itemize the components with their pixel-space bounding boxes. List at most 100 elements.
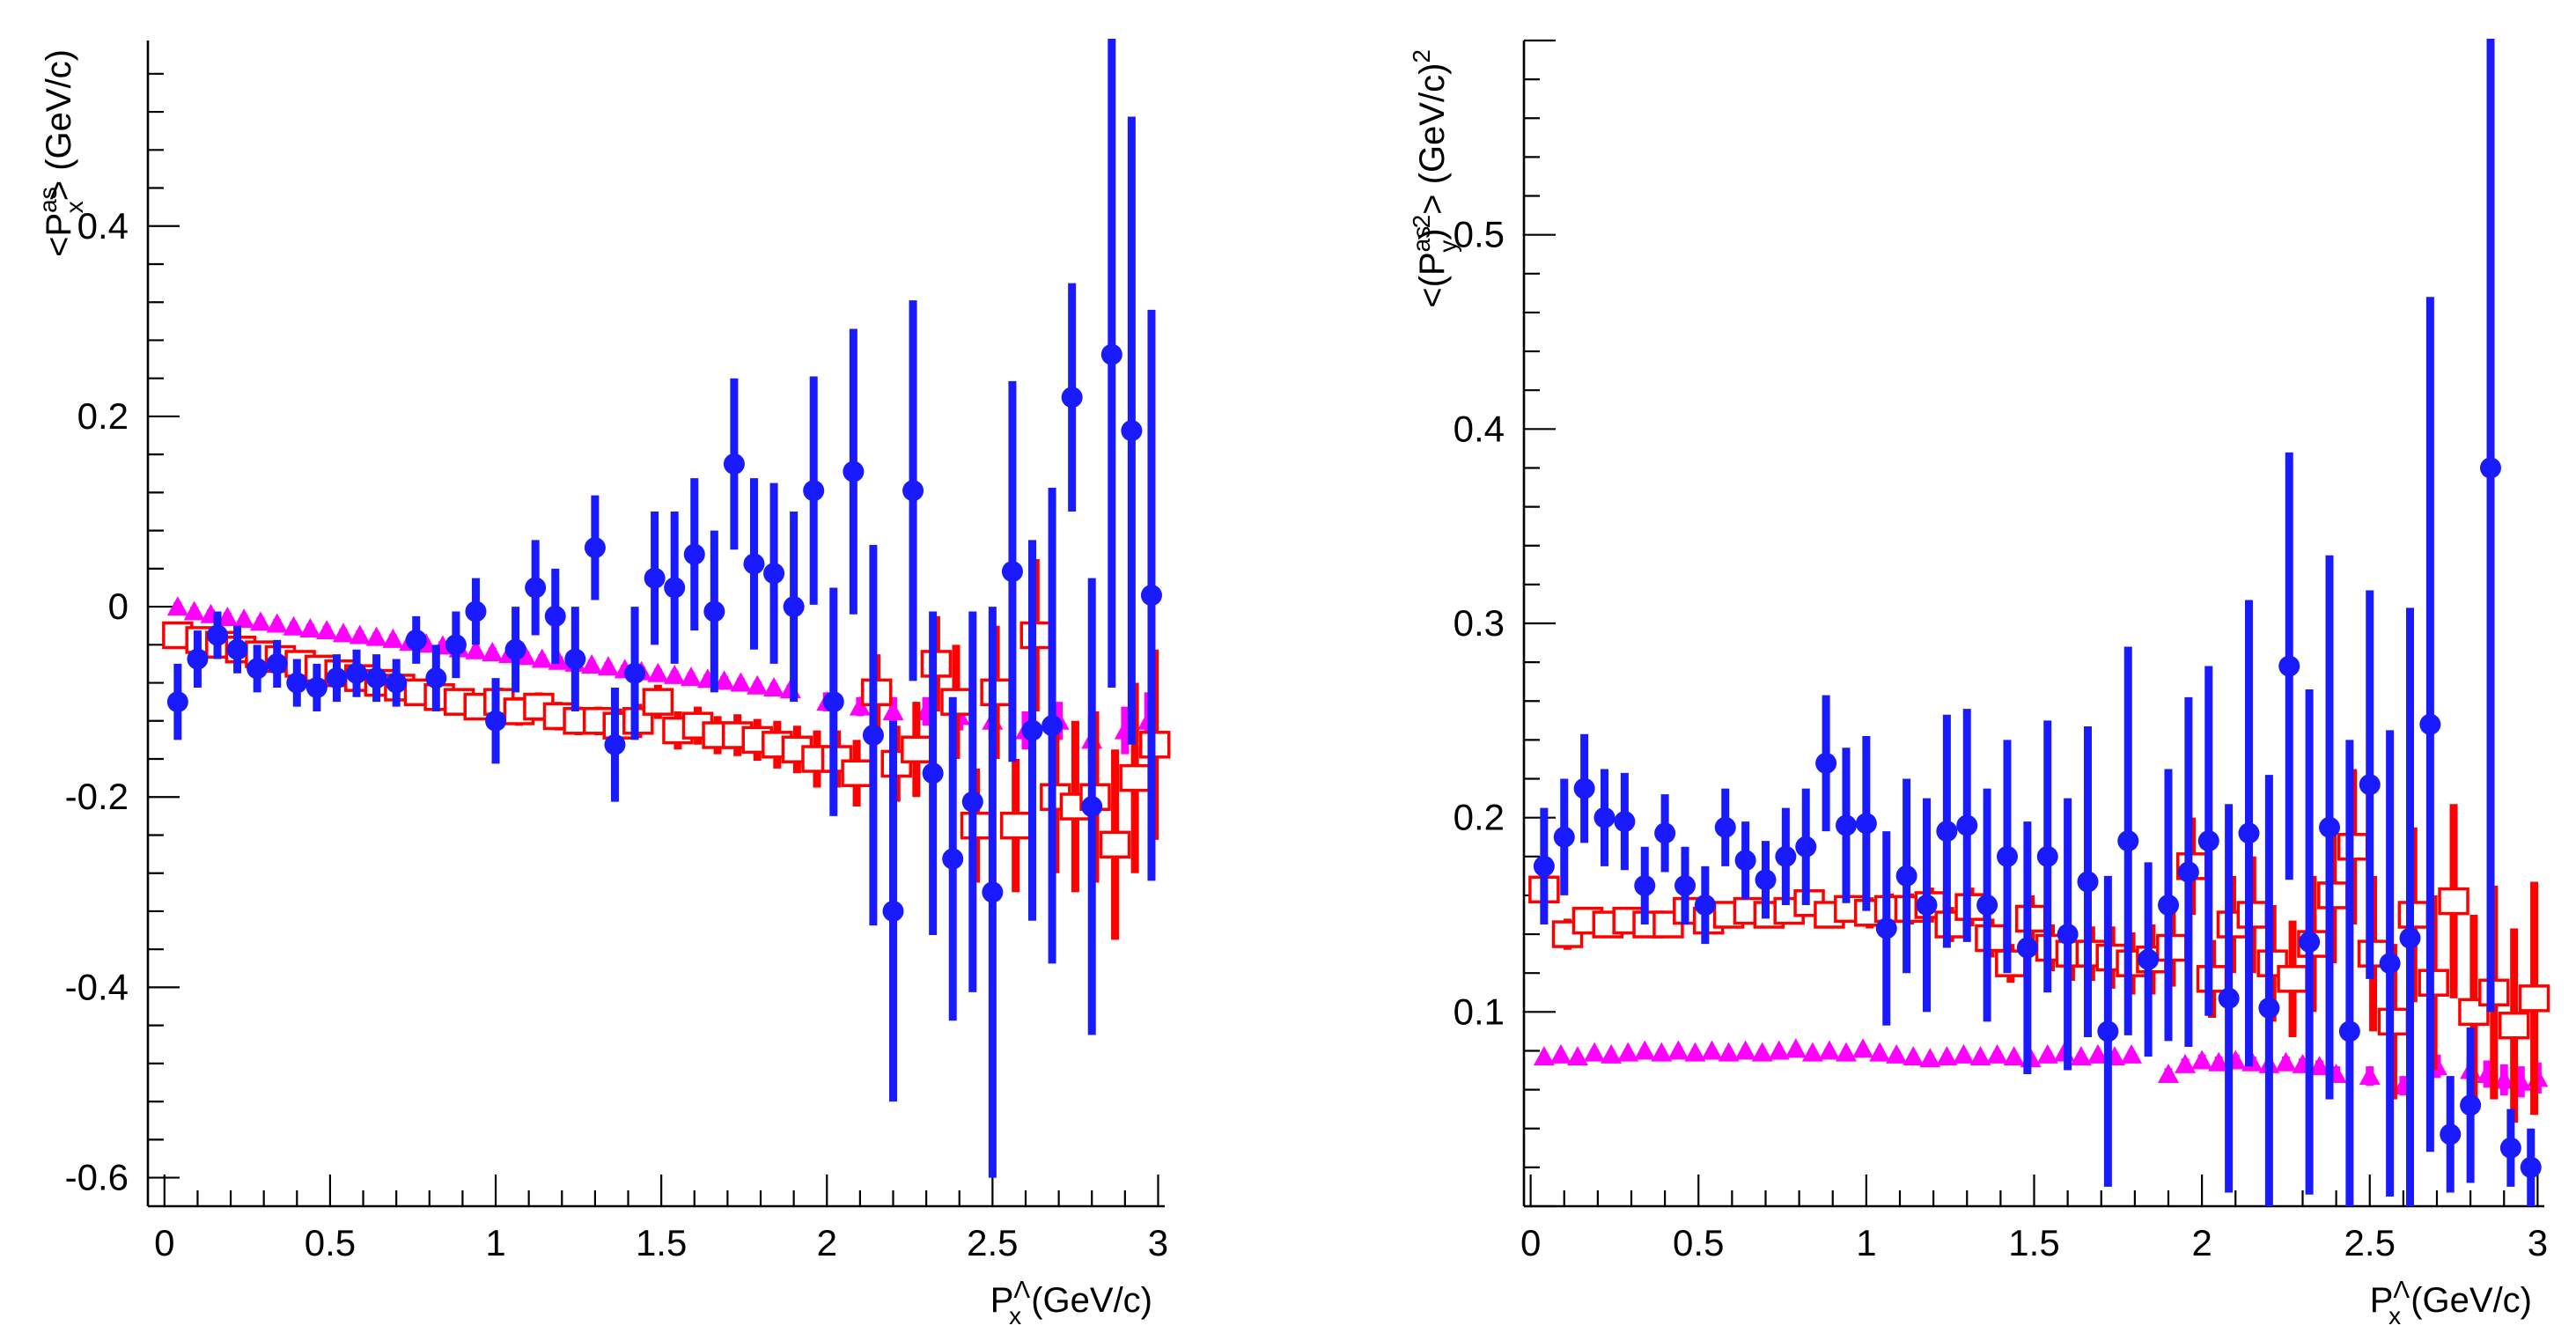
data-point xyxy=(1795,836,1817,858)
data-point xyxy=(961,791,983,813)
data-point xyxy=(1654,822,1676,844)
data-point xyxy=(2138,948,2160,970)
data-point xyxy=(2399,927,2421,949)
data-point xyxy=(1674,874,1696,896)
data-point xyxy=(2258,997,2280,1019)
x-tick-label: 0.5 xyxy=(305,1222,356,1263)
data-point xyxy=(2175,1053,2197,1073)
data-point xyxy=(1997,845,2018,867)
data-point xyxy=(1684,1042,1706,1062)
x-tick-label: 0.5 xyxy=(1673,1222,1724,1263)
data-point xyxy=(2493,1069,2515,1089)
data-point xyxy=(2419,713,2441,735)
data-point xyxy=(1584,1042,1606,1062)
data-point xyxy=(644,567,666,589)
data-point xyxy=(1875,917,1897,939)
data-point xyxy=(346,662,368,684)
data-point xyxy=(1667,1040,1689,1060)
x-tick-label: 1 xyxy=(485,1222,505,1263)
data-point xyxy=(386,672,408,694)
left-plot-panel: <Pasx> (GeV/c) PΛ x (GeV/c) 0 0.5 1 1.5 2 2.5 3… xyxy=(34,39,1171,1329)
data-point xyxy=(1601,1043,1623,1064)
data-point xyxy=(266,613,288,633)
data-point xyxy=(723,453,745,475)
data-point xyxy=(664,577,686,599)
y-tick-label: 0.3 xyxy=(1454,602,1505,644)
data-point xyxy=(1593,806,1616,829)
data-point xyxy=(2191,1049,2213,1070)
data-point xyxy=(365,667,387,689)
data-point xyxy=(1694,894,1716,916)
data-point xyxy=(365,626,387,646)
x-tick-label: 3 xyxy=(2528,1222,2548,1263)
y-tick-label: 0.1 xyxy=(1454,991,1505,1032)
data-point xyxy=(2158,894,2179,916)
data-point xyxy=(1081,796,1103,818)
data-point xyxy=(664,664,686,684)
x-axis-label-text: PΛ x (GeV/c) xyxy=(2370,1276,2532,1329)
right-plot-data xyxy=(1528,39,2550,1206)
right-plot-x-axis-label: PΛ x (GeV/c) xyxy=(2370,1276,2532,1329)
data-point xyxy=(2499,1137,2521,1159)
x-tick-label: 0 xyxy=(154,1222,174,1263)
data-point xyxy=(2518,984,2550,1013)
data-point xyxy=(166,691,188,713)
data-point xyxy=(683,543,705,565)
data-point xyxy=(713,670,735,690)
data-point xyxy=(1573,777,1595,799)
data-point xyxy=(1100,343,1122,365)
data-point xyxy=(1001,561,1023,583)
data-point xyxy=(2359,1065,2381,1086)
data-point xyxy=(299,617,321,637)
data-point xyxy=(2036,845,2058,867)
data-point xyxy=(902,480,924,502)
x-tick-label: 3 xyxy=(1148,1222,1168,1263)
data-point xyxy=(445,634,467,656)
data-point xyxy=(2520,1156,2542,1178)
x-axis-label-text: PΛ x (GeV/c) xyxy=(990,1276,1152,1329)
data-point xyxy=(763,676,785,696)
data-point xyxy=(882,700,904,720)
data-point xyxy=(2003,1046,2025,1066)
data-point xyxy=(624,662,646,684)
data-point xyxy=(901,735,932,763)
y-axis-label-text: <(Pasy)2> (GeV/c)2 xyxy=(1408,49,1461,308)
data-point xyxy=(1567,1046,1588,1066)
y-tick-label: 0 xyxy=(108,585,129,627)
data-point xyxy=(1634,874,1656,896)
series-blue-filled-circles xyxy=(1533,39,2542,1206)
data-point xyxy=(266,652,288,674)
data-point xyxy=(841,759,872,787)
data-point xyxy=(1855,813,1877,835)
data-point xyxy=(597,656,619,676)
data-point xyxy=(1903,1046,1925,1066)
y-tick-label: 0.4 xyxy=(77,205,129,247)
data-point xyxy=(514,645,536,666)
data-point xyxy=(822,691,844,713)
x-tick-label: 0 xyxy=(1520,1222,1541,1263)
data-point xyxy=(2218,987,2240,1009)
data-point xyxy=(942,848,964,870)
data-point xyxy=(1614,811,1636,833)
data-point xyxy=(2036,1043,2058,1064)
data-point xyxy=(2319,816,2340,838)
data-point xyxy=(2498,1012,2530,1040)
y-axis-label-text: <Pasx> (GeV/c) xyxy=(34,49,88,257)
data-point xyxy=(207,624,229,646)
data-point xyxy=(217,606,239,626)
data-point xyxy=(1734,850,1756,872)
data-point xyxy=(1869,1042,1891,1062)
data-point xyxy=(922,762,944,784)
left-plot-x-axis-label: PΛ x (GeV/c) xyxy=(990,1276,1152,1329)
data-point xyxy=(525,577,547,599)
data-point xyxy=(405,629,427,651)
data-point xyxy=(1701,1040,1723,1060)
data-point xyxy=(1801,1042,1823,1062)
data-point xyxy=(1836,814,1857,836)
data-point xyxy=(2208,1051,2230,1072)
x-tick-label: 2.5 xyxy=(2344,1222,2396,1263)
data-point xyxy=(763,563,785,585)
data-point xyxy=(1553,826,1575,848)
data-point xyxy=(233,608,255,629)
